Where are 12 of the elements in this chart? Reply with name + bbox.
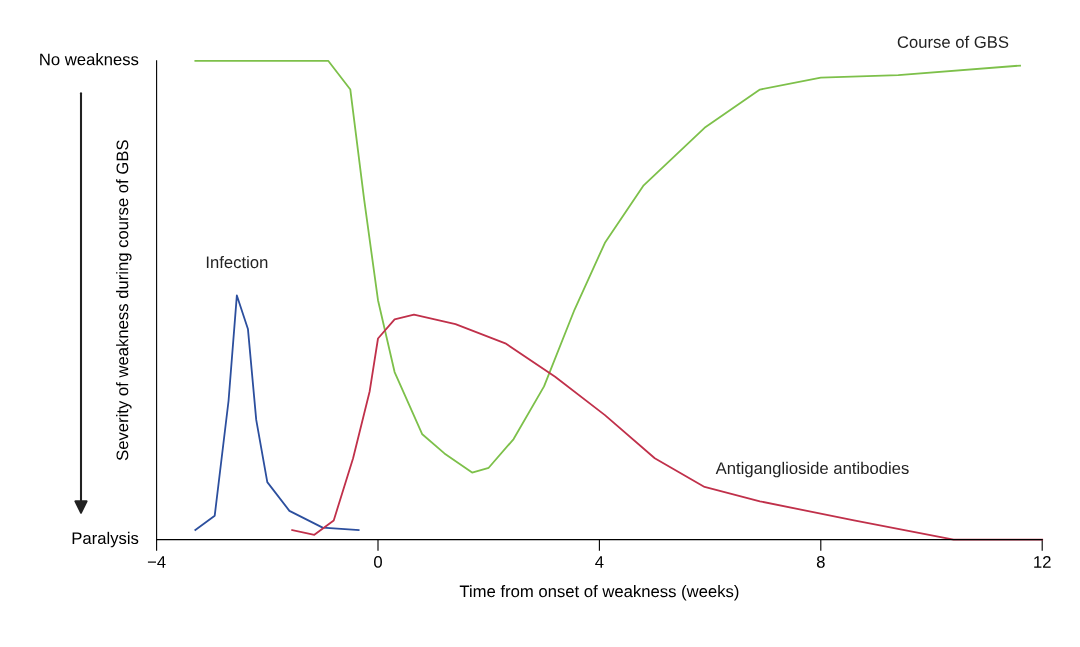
y-axis-title: Severity of weakness during course of GBS (116, 140, 132, 461)
x-tick-label: 12 (1034, 556, 1051, 568)
x-tick-label: −4 (147, 556, 166, 568)
text: Infection (206, 255, 268, 269)
series-label: Course of GBS (897, 35, 1009, 48)
x-tick-label: 4 (595, 556, 604, 568)
series-label: Antiganglioside antibodies (715, 461, 909, 478)
x-tick-label: 0 (374, 556, 382, 568)
text: Paralysis (72, 531, 139, 548)
text: No weakness (40, 53, 139, 66)
x-axis-title: Time from onset of weakness (weeks) (459, 585, 739, 601)
x-tick-label: 8 (816, 556, 825, 568)
